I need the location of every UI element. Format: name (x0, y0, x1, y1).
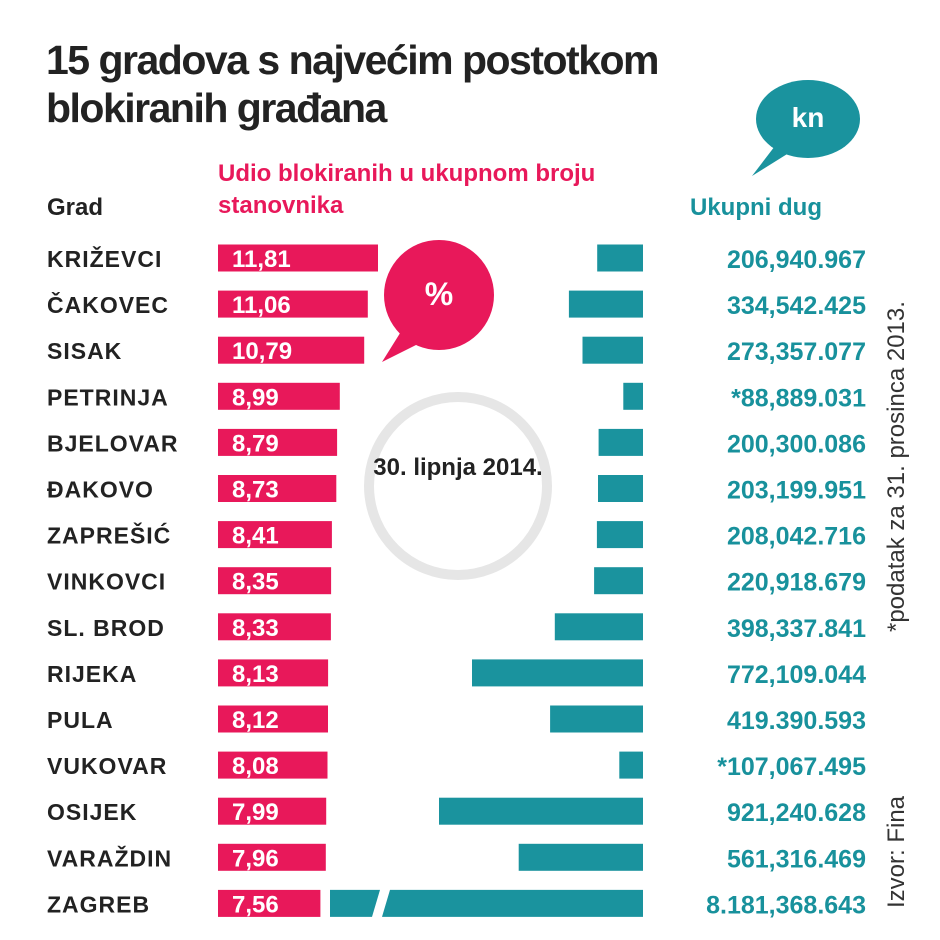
share-value-label: 8,35 (232, 569, 279, 596)
share-bar (218, 244, 378, 272)
share-bar (218, 705, 328, 733)
share-bar (218, 521, 332, 549)
share-value-label: 8,12 (232, 707, 279, 734)
date-ring (364, 392, 552, 580)
share-bar (218, 659, 329, 687)
city-label: OSIJEK (47, 799, 137, 825)
share-value-label: 8,73 (232, 477, 279, 504)
debt-value-label: 334,542.425 (727, 292, 866, 320)
city-label: SL. BROD (47, 615, 165, 641)
currency-bubble: kn (756, 80, 860, 158)
share-bar (218, 567, 332, 595)
share-column-header: Udio blokiranih u ukupnom broju stanovni… (218, 160, 596, 219)
chart-title: 15 gradova s najvećim postotkom blokiran… (46, 37, 660, 131)
debt-bar (597, 244, 643, 272)
share-value-label: 8,99 (232, 384, 279, 411)
share-bar (218, 428, 338, 456)
share-value-label: 8,13 (232, 661, 279, 688)
debt-value-label: 273,357.077 (727, 338, 866, 366)
debt-value-label: *88,889.031 (731, 384, 866, 412)
footnote: *podatak za 31. prosinca 2013. (883, 301, 910, 632)
share-bar (218, 290, 368, 318)
city-label: VUKOVAR (47, 753, 167, 779)
share-value-label: 8,79 (232, 430, 279, 457)
debt-column-header: Ukupni dug (690, 194, 822, 221)
share-bar (218, 613, 331, 641)
debt-bar (582, 336, 643, 364)
city-label: ĐAKOVO (47, 477, 154, 503)
debt-bar (598, 475, 643, 502)
share-bar (218, 889, 321, 917)
share-value-label: 8,41 (232, 523, 279, 550)
debt-value-label: 921,240.628 (727, 799, 866, 827)
debt-value-label: 561,316.469 (727, 845, 866, 873)
debt-value-label: 398,337.841 (727, 615, 866, 643)
share-bar (218, 843, 326, 871)
share-bar (218, 475, 337, 502)
city-label: ZAGREB (47, 891, 150, 917)
debt-bar (472, 659, 643, 687)
date-label: 30. lipnja 2014. (373, 454, 543, 481)
debt-value-label: 206,940.967 (727, 246, 866, 274)
share-bar (218, 797, 327, 825)
share-bar (218, 751, 328, 779)
city-label: SISAK (47, 338, 122, 364)
debt-bar-left-segment (330, 889, 380, 917)
city-label: PETRINJA (47, 384, 169, 410)
debt-bar (594, 567, 643, 595)
debt-bar (619, 751, 643, 779)
city-label: PULA (47, 707, 114, 733)
debt-bar (554, 613, 643, 641)
debt-bar (439, 797, 643, 825)
debt-value-label: 419.390.593 (727, 707, 866, 735)
share-value-label: 11,06 (232, 292, 291, 319)
debt-value-label: 208,042.716 (727, 523, 866, 551)
debt-bar (568, 290, 643, 318)
source-label: Izvor: Fina (883, 795, 910, 908)
share-value-label: 10,79 (232, 338, 292, 365)
debt-bar (550, 705, 643, 733)
debt-bar (382, 889, 643, 917)
share-bar (218, 382, 340, 410)
debt-value-label: 8.181,368.643 (706, 891, 866, 919)
debt-value-label: 772,109.044 (727, 661, 866, 689)
city-label: ZAPREŠIĆ (47, 522, 171, 549)
percent-bubble: % (384, 240, 494, 350)
city-label: RIJEKA (47, 661, 137, 687)
share-value-label: 8,08 (232, 753, 279, 780)
share-value-label: 7,99 (232, 799, 279, 826)
city-label: VARAŽDIN (47, 844, 172, 871)
share-value-label: 11,81 (232, 246, 291, 273)
debt-value-label: *107,067.495 (717, 753, 866, 781)
share-value-label: 8,33 (232, 615, 279, 642)
debt-bar (596, 521, 643, 549)
debt-bar (598, 428, 643, 456)
city-column-header: Grad (47, 194, 104, 221)
city-label: ČAKOVEC (47, 291, 169, 318)
share-bar (218, 336, 365, 364)
debt-bar (518, 843, 643, 871)
debt-value-label: 203,199.951 (727, 477, 866, 505)
debt-bar (623, 382, 643, 410)
share-value-label: 7,56 (232, 891, 279, 918)
share-value-label: 7,96 (232, 845, 279, 872)
city-label: KRIŽEVCI (47, 245, 162, 272)
debt-value-label: 200,300.086 (727, 430, 866, 458)
debt-value-label: 220,918.679 (727, 569, 866, 597)
city-label: BJELOVAR (47, 430, 179, 456)
city-label: VINKOVCI (47, 569, 166, 595)
